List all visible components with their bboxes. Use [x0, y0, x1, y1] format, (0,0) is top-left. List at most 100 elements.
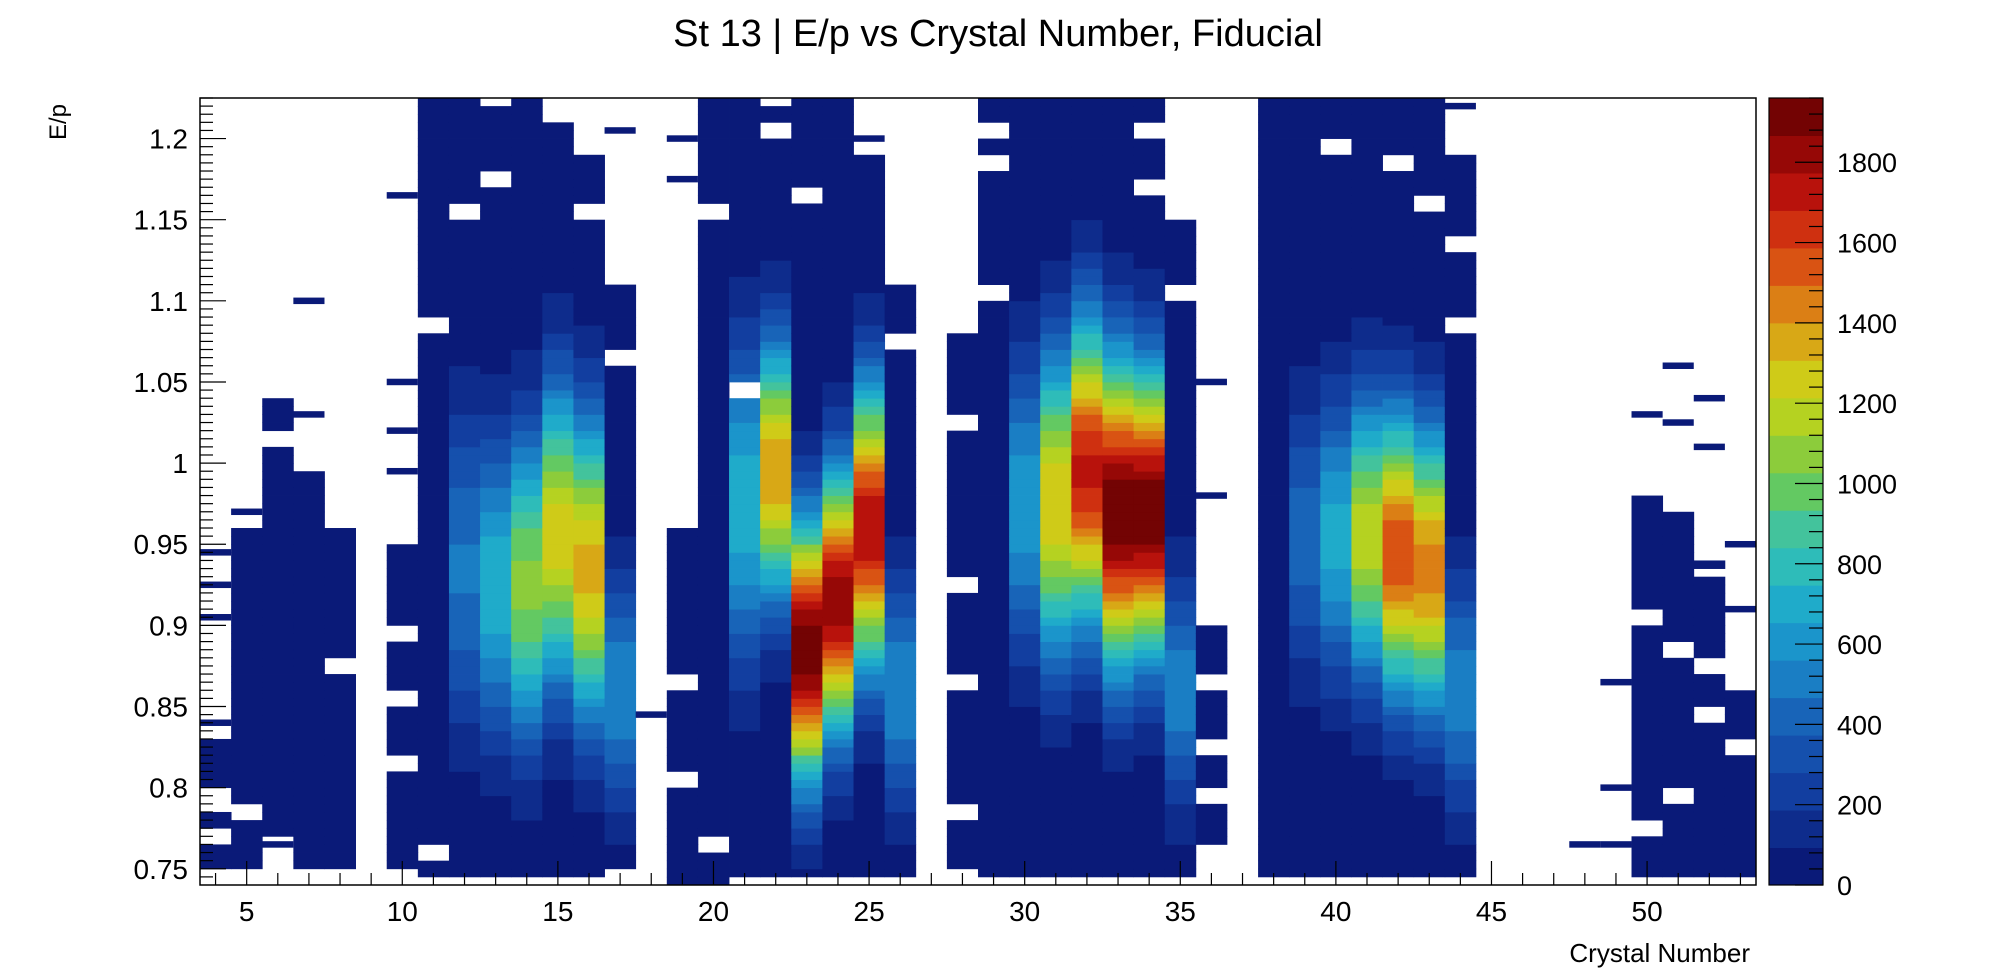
heatmap-cell: [1351, 227, 1383, 237]
heatmap-cell: [1133, 552, 1166, 561]
heatmap-cell: [884, 852, 917, 862]
heatmap-cell: [1289, 171, 1321, 180]
heatmap-cell: [604, 292, 637, 302]
heatmap-cell: [1320, 747, 1352, 756]
heatmap-cell: [1413, 260, 1446, 269]
heatmap-cell: [1413, 414, 1446, 423]
heatmap-cell: [1164, 260, 1197, 269]
heatmap-cell: [604, 787, 637, 797]
heatmap-cell: [417, 820, 450, 829]
heatmap-cell: [1351, 365, 1383, 375]
heatmap-cell: [1040, 730, 1072, 740]
heatmap-cell: [729, 820, 761, 829]
heatmap-cell: [324, 674, 356, 683]
heatmap-cell: [791, 536, 823, 545]
heatmap-cell: [231, 747, 263, 756]
heatmap-cell: [1289, 341, 1321, 350]
heatmap-cell: [729, 479, 761, 488]
heatmap-cell: [978, 438, 1010, 448]
heatmap-cell: [324, 706, 356, 716]
heatmap-cell: [760, 146, 792, 156]
heatmap-cell: [697, 398, 730, 407]
heatmap-cell: [946, 665, 979, 675]
heatmap-cell: [1258, 795, 1290, 805]
heatmap-cell: [480, 235, 512, 245]
heatmap-cell: [760, 276, 792, 285]
heatmap-cell: [1351, 390, 1383, 399]
heatmap-cell: [573, 179, 605, 188]
heatmap-cell: [1102, 487, 1134, 496]
heatmap-cell: [666, 633, 699, 642]
heatmap-cell: [1071, 771, 1103, 780]
heatmap-cell: [1382, 795, 1415, 805]
heatmap-cell: [822, 195, 854, 204]
heatmap-cell: [697, 471, 730, 480]
heatmap-cell: [1413, 325, 1446, 334]
heatmap-cell: [1631, 568, 1664, 578]
heatmap-cell: [1320, 795, 1352, 805]
heatmap-cell: [1320, 373, 1352, 383]
heatmap-cell: [791, 738, 823, 748]
heatmap-cell: [1444, 162, 1477, 172]
heatmap-cell: [884, 381, 917, 391]
heatmap-cell: [1164, 584, 1197, 594]
heatmap-cell: [448, 454, 481, 464]
heatmap-cell: [542, 487, 574, 496]
heatmap-cell: [853, 714, 886, 724]
heatmap-cell: [1071, 779, 1103, 789]
heatmap-cell: [573, 171, 605, 180]
heatmap-cell: [760, 357, 792, 367]
heatmap-cell: [760, 349, 792, 359]
heatmap-cell: [1382, 317, 1415, 326]
heatmap-cell: [1724, 828, 1757, 837]
heatmap-cell: [729, 576, 761, 586]
heatmap-cell: [1382, 763, 1415, 772]
heatmap-cell: [729, 308, 761, 318]
heatmap-cell: [573, 422, 605, 432]
heatmap-cell: [1662, 771, 1695, 780]
heatmap-cell: [1320, 576, 1352, 586]
heatmap-cell: [1289, 633, 1321, 642]
heatmap-cell: [946, 690, 979, 699]
heatmap-cell: [448, 795, 481, 805]
heatmap-cell: [1258, 114, 1290, 123]
heatmap-cell: [293, 519, 325, 529]
heatmap-cell: [1382, 860, 1415, 870]
heatmap-cell: [1693, 690, 1726, 699]
heatmap-cell: [448, 787, 481, 797]
heatmap-cell: [1662, 852, 1695, 862]
heatmap-cell: [1009, 333, 1041, 342]
heatmap-cell: [511, 365, 543, 375]
heatmap-cell: [604, 722, 637, 732]
heatmap-cell: [1662, 714, 1695, 724]
heatmap-cell: [573, 511, 605, 521]
heatmap-cell: [1382, 292, 1415, 302]
heatmap-cell: [697, 552, 730, 561]
heatmap-cell: [1320, 714, 1352, 724]
heatmap-cell: [1444, 381, 1477, 391]
heatmap-cell: [573, 430, 605, 440]
heatmap-cell: [822, 811, 854, 821]
heatmap-cell: [1351, 260, 1383, 269]
heatmap-cell: [760, 820, 792, 829]
heatmap-cell: [1102, 836, 1134, 845]
heatmap-cell: [791, 641, 823, 651]
heatmap-cell: [1382, 179, 1415, 188]
heatmap-cell: [573, 276, 605, 285]
heatmap-cell: [978, 146, 1010, 156]
heatmap-cell: [511, 584, 543, 594]
heatmap-cell: [1009, 503, 1041, 513]
heatmap-cell: [262, 665, 294, 675]
heatmap-cell: [1071, 138, 1103, 148]
heatmap-cell: [1693, 592, 1726, 602]
heatmap-cell: [791, 284, 823, 294]
heatmap-cell: [1258, 633, 1290, 642]
heatmap-cell: [511, 601, 543, 610]
heatmap-cell: [853, 771, 886, 780]
heatmap-cell: [1071, 657, 1103, 667]
heatmap-cell: [542, 803, 574, 813]
heatmap-cell: [1258, 625, 1290, 634]
heatmap-cell: [1102, 406, 1134, 415]
heatmap-cell: [386, 609, 419, 618]
color-scale-band: [1769, 285, 1823, 324]
